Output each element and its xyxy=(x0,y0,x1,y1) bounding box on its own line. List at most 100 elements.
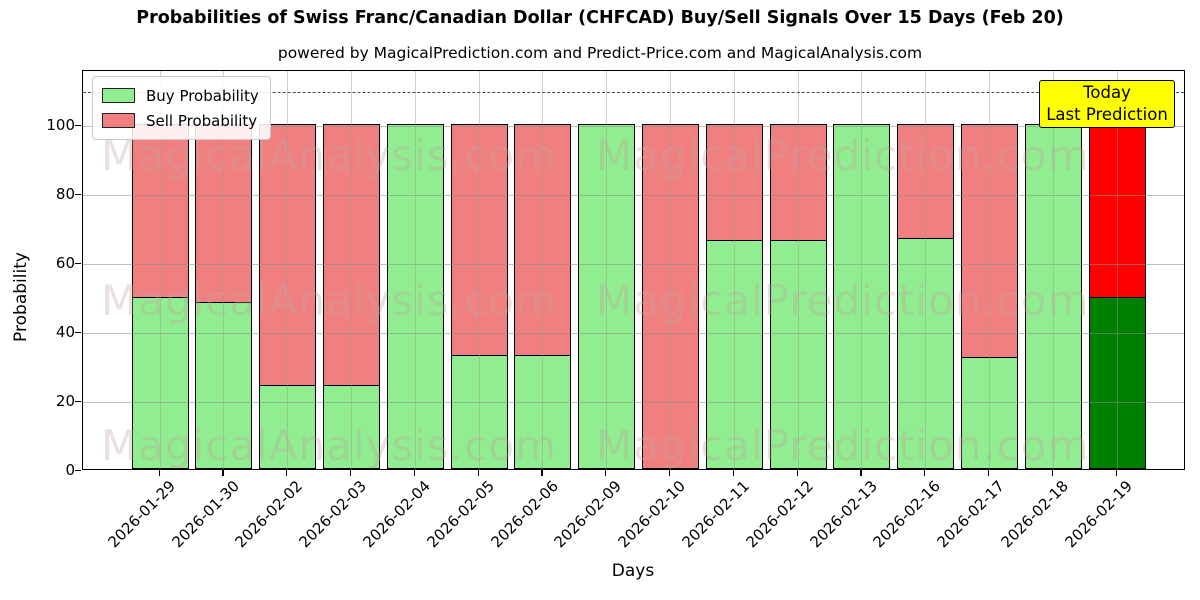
x-tick-label: 2026-02-04 xyxy=(359,477,434,552)
x-tick-label: 2026-01-30 xyxy=(168,477,243,552)
bar-segment-buy xyxy=(833,124,891,469)
h-gridline xyxy=(83,332,1184,334)
h-gridline xyxy=(83,194,1184,196)
today-annotation-line1: Today xyxy=(1083,83,1131,102)
bar-segment-sell xyxy=(450,124,508,356)
v-gridline xyxy=(861,71,863,469)
x-tick-label: 2026-02-13 xyxy=(806,477,881,552)
y-tick-label: 80 xyxy=(55,185,75,204)
x-tick-label: 2026-02-12 xyxy=(742,477,817,552)
watermark-text: MagicalAnalysis.com xyxy=(101,276,557,325)
bar-segment-buy xyxy=(386,124,444,469)
v-gridline xyxy=(988,71,990,469)
y-tick-mark xyxy=(75,124,81,126)
h-gridline xyxy=(83,263,1184,265)
bar-segment-sell xyxy=(322,124,380,386)
h-gridline xyxy=(83,125,1184,127)
bar-segment-sell xyxy=(1088,124,1146,298)
h-gridline xyxy=(83,401,1184,403)
legend: Buy Probability Sell Probability xyxy=(92,76,271,140)
x-tick-mark xyxy=(668,470,671,476)
watermark-text: MagicalAnalysis.com xyxy=(101,131,557,180)
legend-entry-sell: Sell Probability xyxy=(102,108,259,133)
x-tick-mark xyxy=(349,470,352,476)
bar-segment-buy xyxy=(578,124,636,469)
v-gridline xyxy=(542,71,544,469)
v-gridline xyxy=(669,71,671,469)
v-gridline xyxy=(1116,71,1118,469)
legend-label-buy: Buy Probability xyxy=(146,86,259,105)
bar-segment-buy xyxy=(897,238,955,469)
y-tick-mark xyxy=(75,193,81,195)
x-axis-label: Days xyxy=(611,561,655,581)
v-gridline xyxy=(478,71,480,469)
bar-segment-sell xyxy=(769,124,827,241)
bar-segment-buy xyxy=(322,385,380,469)
threshold-dashed-line xyxy=(83,91,1184,93)
bar-segment-buy xyxy=(1088,297,1146,469)
today-annotation: Today Last Prediction xyxy=(1039,80,1175,128)
y-tick-mark xyxy=(75,469,81,471)
watermark-text: MagicalPrediction.com xyxy=(596,276,1090,325)
x-tick-label: 2026-02-10 xyxy=(614,477,690,552)
y-axis-label: Probability xyxy=(11,252,31,342)
x-tick-label: 2026-02-02 xyxy=(231,477,307,552)
x-tick-label: 2026-02-03 xyxy=(295,477,371,552)
today-annotation-line2: Last Prediction xyxy=(1046,105,1168,124)
v-gridline xyxy=(733,71,735,469)
y-tick-label: 100 xyxy=(46,116,75,135)
bar-segment-sell xyxy=(897,124,955,239)
v-gridline xyxy=(925,71,927,469)
v-gridline xyxy=(223,71,225,469)
legend-label-sell: Sell Probability xyxy=(146,111,258,130)
bar-segment-buy xyxy=(450,355,508,469)
sell-color-swatch xyxy=(102,113,135,128)
bar-segment-sell xyxy=(131,124,189,298)
v-gridline xyxy=(287,71,289,469)
y-tick-mark xyxy=(75,262,81,264)
x-tick-label: 2026-02-11 xyxy=(678,477,753,552)
bar-segment-sell xyxy=(641,124,699,469)
x-tick-mark xyxy=(732,470,734,476)
bar-segment-buy xyxy=(960,357,1018,469)
v-gridline xyxy=(350,71,352,469)
x-tick-label: 2026-02-19 xyxy=(1061,477,1136,552)
x-tick-label: 2026-02-17 xyxy=(933,477,1009,552)
x-tick-mark xyxy=(158,470,160,476)
bar-segment-sell xyxy=(259,124,317,386)
bar-segment-buy xyxy=(705,240,763,469)
x-tick-label: 2026-02-09 xyxy=(550,477,626,552)
y-tick-label: 0 xyxy=(65,461,75,479)
plot-area: MagicalAnalysis.com MagicalPrediction.com… xyxy=(82,70,1185,470)
bar-segment-buy xyxy=(769,240,827,469)
bar-segment-buy xyxy=(259,385,317,469)
bar-segment-sell xyxy=(960,124,1018,358)
y-tick-mark xyxy=(75,400,81,402)
y-tick-label: 60 xyxy=(55,254,75,273)
x-tick-mark xyxy=(860,470,862,476)
x-tick-mark xyxy=(413,470,415,476)
x-tick-mark xyxy=(222,470,224,476)
y-tick-label: 20 xyxy=(55,392,75,411)
v-gridline xyxy=(1052,71,1054,469)
v-gridline xyxy=(606,71,608,469)
bar-segment-buy xyxy=(195,302,253,469)
watermark-text: MagicalPrediction.com xyxy=(596,131,1090,180)
x-tick-mark xyxy=(286,470,288,476)
watermark-text: MagicalPrediction.com xyxy=(596,421,1090,470)
x-tick-mark xyxy=(924,470,926,476)
x-tick-label: 2026-02-16 xyxy=(869,477,945,552)
bar-segment-sell xyxy=(514,124,572,356)
x-tick-label: 2026-01-29 xyxy=(104,477,179,552)
bar-segment-sell xyxy=(195,124,253,303)
v-gridline xyxy=(159,71,161,469)
bar-segment-buy xyxy=(1024,124,1082,469)
bar-segment-buy xyxy=(514,355,572,469)
buy-color-swatch xyxy=(102,88,135,103)
x-tick-mark xyxy=(605,470,607,476)
legend-entry-buy: Buy Probability xyxy=(102,83,259,108)
x-tick-label: 2026-02-05 xyxy=(423,477,498,552)
bar-segment-sell xyxy=(705,124,763,241)
watermark-text: MagicalAnalysis.com xyxy=(101,421,557,470)
